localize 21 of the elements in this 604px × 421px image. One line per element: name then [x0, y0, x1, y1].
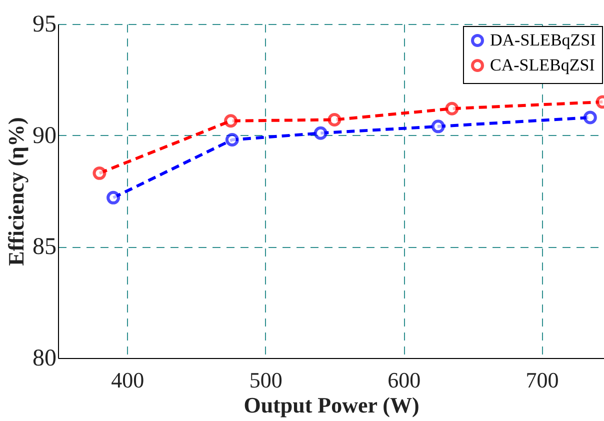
- point: [92, 166, 106, 180]
- x-axis-title: Output Power (W): [244, 392, 420, 418]
- point: [328, 113, 342, 126]
- point: [225, 133, 239, 147]
- x-tick-label: 400: [111, 368, 144, 392]
- y-tick-label: 85: [32, 234, 56, 260]
- y-tick-label: 95: [32, 12, 56, 38]
- point: [224, 114, 238, 128]
- point: [583, 110, 597, 124]
- point: [314, 126, 328, 140]
- x-tick-label: 500: [249, 368, 282, 392]
- y-tick-label: 90: [32, 122, 56, 149]
- y-tick-label: 80: [32, 346, 56, 372]
- point: [445, 102, 459, 116]
- point: [106, 190, 120, 204]
- legend-label: DA-SLEBqZSI: [490, 30, 596, 50]
- point: [431, 120, 445, 134]
- x-tick-label: 700: [526, 368, 559, 392]
- x-tick-label: 600: [388, 368, 421, 392]
- legend-label: CA-SLEBqZSI: [490, 56, 596, 74]
- y-axis-title: Efficiency (η%): [4, 117, 28, 266]
